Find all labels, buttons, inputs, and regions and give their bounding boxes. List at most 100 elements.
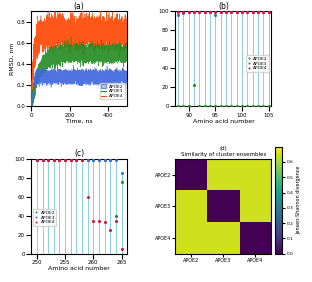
- Point: [51, 157, 56, 162]
- Point: [57, 157, 62, 162]
- Point: [213, 10, 218, 14]
- Point: [266, 10, 271, 14]
- Point: [176, 13, 181, 17]
- Point: [68, 157, 73, 162]
- Point: [213, 13, 218, 17]
- Point: [250, 10, 255, 14]
- Point: [102, 220, 107, 225]
- Legend: APOE2, APOE3, APOE4: APOE2, APOE3, APOE4: [100, 83, 125, 100]
- Legend: APOE2, APOE3, APOE4: APOE2, APOE3, APOE4: [246, 56, 269, 72]
- Point: [80, 157, 85, 162]
- Point: [240, 10, 245, 14]
- Point: [234, 10, 239, 14]
- Point: [224, 10, 229, 14]
- Point: [102, 157, 107, 162]
- Point: [240, 104, 245, 109]
- Point: [207, 10, 212, 14]
- Point: [46, 157, 51, 162]
- Point: [234, 10, 239, 14]
- Y-axis label: Jensen-Shannon divergence: Jensen-Shannon divergence: [296, 166, 301, 234]
- Point: [57, 157, 62, 162]
- Point: [108, 157, 113, 162]
- Point: [108, 228, 113, 232]
- Point: [181, 104, 186, 109]
- Point: [68, 157, 73, 162]
- Point: [40, 157, 45, 162]
- Point: [51, 157, 56, 162]
- Point: [218, 10, 223, 14]
- Point: [229, 104, 234, 109]
- Legend: APOE2, APOE3, APOE4: APOE2, APOE3, APOE4: [33, 210, 56, 226]
- Point: [40, 157, 45, 162]
- Point: [266, 104, 271, 109]
- Point: [46, 157, 51, 162]
- Title: (c): (c): [74, 149, 84, 158]
- Point: [224, 10, 229, 14]
- Point: [91, 219, 96, 224]
- X-axis label: Amino acid number: Amino acid number: [193, 119, 254, 124]
- Point: [34, 157, 39, 162]
- Point: [80, 157, 85, 162]
- Point: [250, 104, 255, 109]
- Point: [114, 218, 119, 223]
- Point: [68, 157, 73, 162]
- Point: [91, 157, 96, 162]
- Point: [176, 10, 181, 14]
- Point: [245, 104, 250, 109]
- Point: [114, 157, 119, 162]
- Point: [102, 157, 107, 162]
- Point: [250, 10, 255, 14]
- Point: [80, 157, 85, 162]
- Point: [245, 10, 250, 14]
- Title: (d)
Similarity of cluster ensembles: (d) Similarity of cluster ensembles: [181, 146, 266, 157]
- Point: [218, 10, 223, 14]
- Point: [207, 10, 212, 14]
- Point: [74, 157, 79, 162]
- Point: [229, 10, 234, 14]
- Point: [192, 10, 197, 14]
- Point: [114, 213, 119, 218]
- Point: [256, 10, 261, 14]
- Point: [63, 157, 68, 162]
- Point: [40, 157, 45, 162]
- Point: [256, 10, 261, 14]
- Point: [119, 247, 124, 251]
- Point: [51, 157, 56, 162]
- X-axis label: Time, ns: Time, ns: [66, 119, 93, 124]
- Point: [74, 157, 79, 162]
- Point: [240, 10, 245, 14]
- Point: [197, 10, 202, 14]
- Point: [192, 10, 197, 14]
- Point: [119, 171, 124, 175]
- Point: [57, 157, 62, 162]
- Point: [34, 157, 39, 162]
- Point: [96, 157, 101, 162]
- Point: [181, 10, 186, 14]
- Point: [181, 11, 186, 16]
- Point: [186, 10, 191, 14]
- Point: [91, 157, 96, 162]
- Point: [96, 157, 101, 162]
- Point: [197, 10, 202, 14]
- Point: [186, 104, 191, 109]
- Point: [108, 157, 113, 162]
- Point: [218, 104, 223, 109]
- Point: [176, 104, 181, 109]
- Point: [85, 157, 90, 162]
- Point: [224, 104, 229, 109]
- Point: [34, 157, 39, 162]
- Point: [245, 10, 250, 14]
- Point: [207, 104, 212, 109]
- Title: (b): (b): [218, 1, 229, 10]
- Point: [96, 219, 101, 224]
- Point: [213, 104, 218, 109]
- Point: [186, 10, 191, 14]
- Point: [46, 157, 51, 162]
- Point: [85, 195, 90, 199]
- Point: [63, 157, 68, 162]
- Point: [202, 10, 207, 14]
- Title: (a): (a): [74, 1, 85, 10]
- Point: [229, 10, 234, 14]
- Point: [256, 104, 261, 109]
- Point: [202, 10, 207, 14]
